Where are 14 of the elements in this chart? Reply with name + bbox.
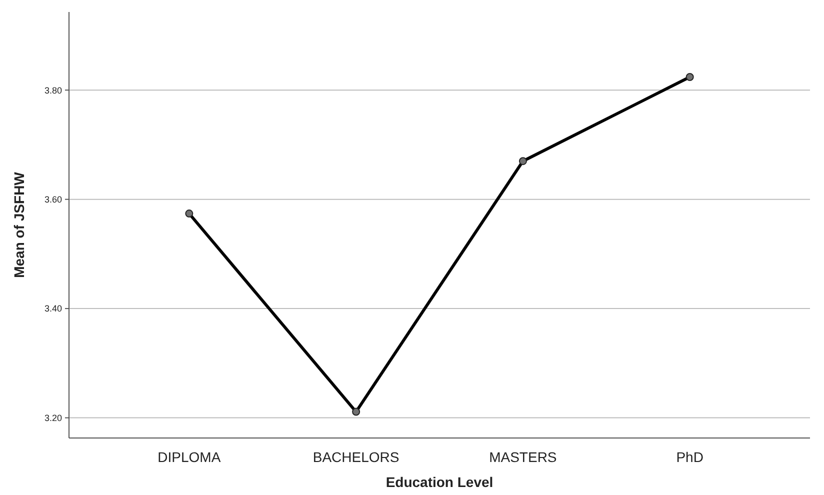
point xyxy=(352,408,360,416)
point xyxy=(518,157,527,166)
y-tick-label: 3.60 xyxy=(44,194,62,204)
point xyxy=(185,210,194,218)
y-tick-label: 3.40 xyxy=(44,304,62,314)
y-tick-label: 3.80 xyxy=(44,85,62,96)
point xyxy=(686,72,694,81)
x-tick-label: MASTERS xyxy=(489,449,557,465)
y-tick-label: 3.20 xyxy=(44,412,62,423)
x-tick-label: DIPLOMA xyxy=(158,449,222,465)
x-tick-label: BACHELORS xyxy=(312,449,400,465)
x-tick-label: PhD xyxy=(676,449,704,465)
y-axis-title: Mean of JSFHW xyxy=(11,171,27,278)
x-axis-title: Education Level xyxy=(386,474,494,490)
